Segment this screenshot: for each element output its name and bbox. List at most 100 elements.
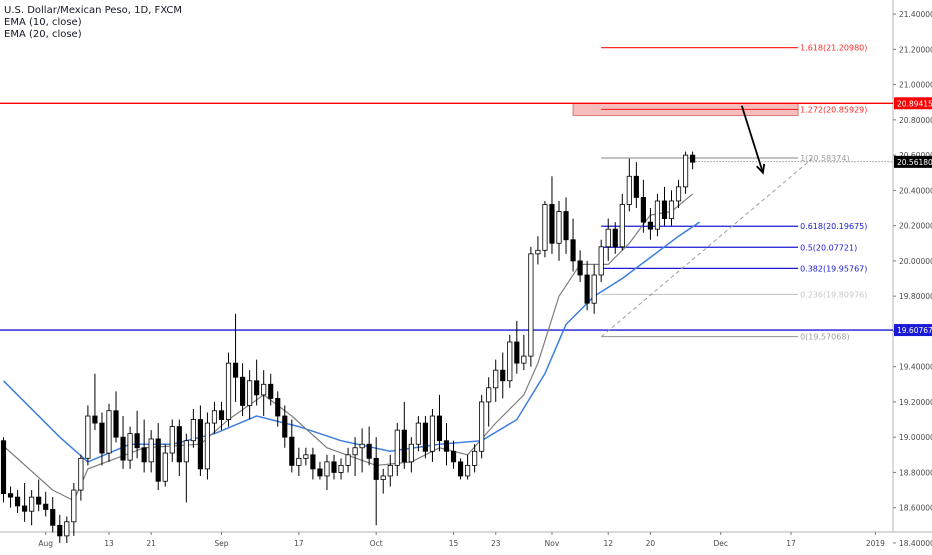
candle-body <box>261 383 267 396</box>
y-tick-label: 20.00000 <box>899 257 932 266</box>
x-tick-label: 13 <box>104 539 114 548</box>
candle-body <box>78 457 84 491</box>
candle-body <box>99 422 105 454</box>
candle-body <box>148 438 154 463</box>
candle-body <box>317 468 323 477</box>
candle-body <box>106 410 112 454</box>
candle-body <box>598 246 604 276</box>
x-tick-label: 20 <box>646 539 656 548</box>
y-tick-label: 19.80000 <box>899 292 932 301</box>
candle-body <box>113 410 119 438</box>
fib-level-label: 0.5(20.07721) <box>800 243 857 252</box>
y-tick-label: 20.60000 <box>899 151 932 160</box>
candle-body <box>71 489 77 523</box>
y-tick-label: 18.80000 <box>899 468 932 477</box>
candle-body <box>450 450 457 463</box>
candle-body <box>50 509 56 526</box>
projection-arrow-head <box>756 163 766 175</box>
candle-body <box>549 204 555 244</box>
candle-body <box>162 452 168 482</box>
candle-body <box>521 355 527 364</box>
candle-body <box>690 154 696 163</box>
candle-body <box>640 197 646 223</box>
level-price-badge-label: 19.60767 <box>897 326 932 335</box>
level-price-badge <box>894 97 932 110</box>
x-tick-label: 21 <box>146 539 156 548</box>
candle-body <box>661 200 668 219</box>
candle-body <box>268 383 274 399</box>
candle-body <box>479 401 485 452</box>
candle-body <box>668 200 675 219</box>
ema20-legend: EMA (20, close) <box>4 29 82 40</box>
candle-body <box>422 422 428 452</box>
candle-body <box>275 397 281 417</box>
candle-body <box>570 239 576 262</box>
candle-body <box>155 438 161 482</box>
candle-body <box>345 454 351 466</box>
candle-body <box>197 419 203 470</box>
candle-body <box>36 496 42 505</box>
fib-level-label: 0(19.57068) <box>800 333 850 342</box>
candle-body <box>493 369 499 389</box>
candle-body <box>443 440 450 452</box>
candle-body <box>436 415 443 442</box>
candle-body <box>225 362 232 420</box>
candle-body <box>486 387 492 403</box>
ema10-legend: EMA (10, close) <box>4 17 82 28</box>
y-tick-label: 18.60000 <box>899 504 932 513</box>
candle-body <box>254 380 260 396</box>
candle-body <box>472 450 478 466</box>
fib-level-label: 1.618(21.20980) <box>800 44 867 53</box>
x-tick-label: 2019 <box>866 539 885 548</box>
candle-body <box>22 505 28 512</box>
candle-body <box>134 433 140 449</box>
candle-body <box>204 422 211 470</box>
last-price-badge-label: 20.56180 <box>897 158 932 167</box>
candle-body <box>57 524 63 537</box>
candle-body <box>514 341 520 364</box>
candle-body <box>176 426 182 463</box>
candle-body <box>647 221 653 230</box>
y-tick-label: 20.80000 <box>899 116 932 125</box>
candle-body <box>289 436 295 466</box>
x-tick-label: Oct <box>370 539 383 548</box>
candle-body <box>247 380 253 406</box>
candle-body <box>457 461 464 477</box>
candle-body <box>211 410 218 424</box>
candle-body <box>401 429 407 463</box>
candle-body <box>591 274 597 304</box>
candle-body <box>380 475 386 480</box>
candle-body <box>218 410 225 420</box>
candle-body <box>0 440 7 494</box>
candle-body <box>394 429 400 466</box>
candle-body <box>366 443 372 459</box>
fib-level-label: 1.272(20.85929) <box>800 105 867 114</box>
candle-body <box>633 175 639 198</box>
x-tick-label: Nov <box>545 539 560 548</box>
candle-body <box>500 369 506 382</box>
y-tick-label: 21.40000 <box>899 10 932 19</box>
candle-body <box>92 415 98 424</box>
candle-body <box>408 443 414 463</box>
candle-body <box>338 464 344 473</box>
y-tick-label: 20.20000 <box>899 222 932 231</box>
y-tick-label: 21.00000 <box>899 81 932 90</box>
candle-body <box>296 457 302 466</box>
y-tick-label: 19.20000 <box>899 398 932 407</box>
candle-body <box>141 447 147 463</box>
level-price-badge-label: 20.89415 <box>897 99 932 108</box>
candle-body <box>29 496 35 512</box>
candle-body <box>43 503 49 510</box>
candle-body <box>240 376 246 406</box>
x-tick-label: 15 <box>449 539 459 548</box>
level-price-badge <box>894 324 932 337</box>
fib-level-label: 0.382(19.95767) <box>800 264 867 273</box>
x-tick-label: Aug <box>38 539 53 548</box>
candle-body <box>577 260 583 276</box>
y-tick-label: 19.40000 <box>899 363 932 372</box>
candle-body <box>64 521 70 537</box>
candle-body <box>528 253 534 357</box>
candle-body <box>556 211 562 244</box>
